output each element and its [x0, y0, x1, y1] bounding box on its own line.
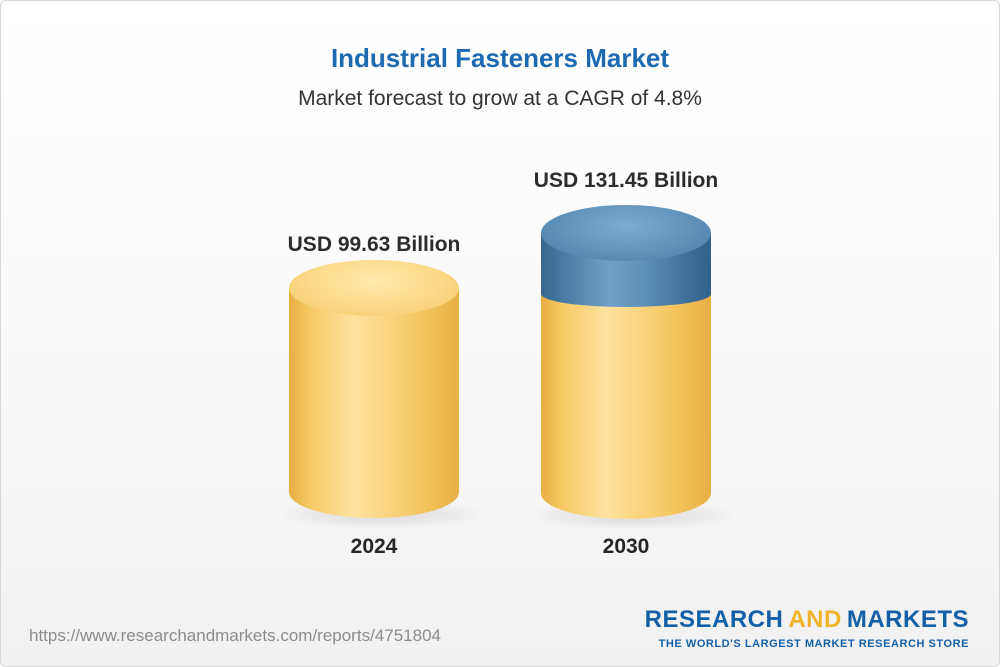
- cylinder-top-2024: [289, 260, 459, 316]
- report-url: https://www.researchandmarkets.com/repor…: [29, 626, 441, 645]
- cylinder-body-2030-base: [541, 265, 711, 519]
- chart-title: Industrial Fasteners Market: [330, 43, 670, 73]
- value-label-2030: USD 131.45 Billion: [533, 169, 719, 192]
- logo-word-research: RESEARCH: [644, 606, 784, 633]
- logo-word-and: AND: [788, 606, 842, 633]
- bar-cylinder-2024: [283, 260, 479, 528]
- research-and-markets-logo: RESEARCH AND MARKETS THE WORLD'S LARGEST M…: [645, 606, 969, 650]
- logo-tagline: THE WORLD'S LARGEST MARKET RESEARCH STOR…: [658, 638, 969, 650]
- logo-word-markets: MARKETS: [846, 606, 969, 633]
- value-label-2024: USD 99.63 Billion: [287, 233, 461, 256]
- cylinder-body-2024: [289, 288, 459, 518]
- year-label-2024: 2024: [350, 535, 398, 558]
- year-label-2030: 2030: [602, 535, 650, 558]
- cylinder-top-2030: [541, 205, 711, 261]
- chart-subtitle: Market forecast to grow at a CAGR of 4.8…: [298, 87, 702, 110]
- logo-wordmark: RESEARCH AND MARKETS: [645, 606, 969, 634]
- bar-cylinder-2030: [535, 205, 731, 529]
